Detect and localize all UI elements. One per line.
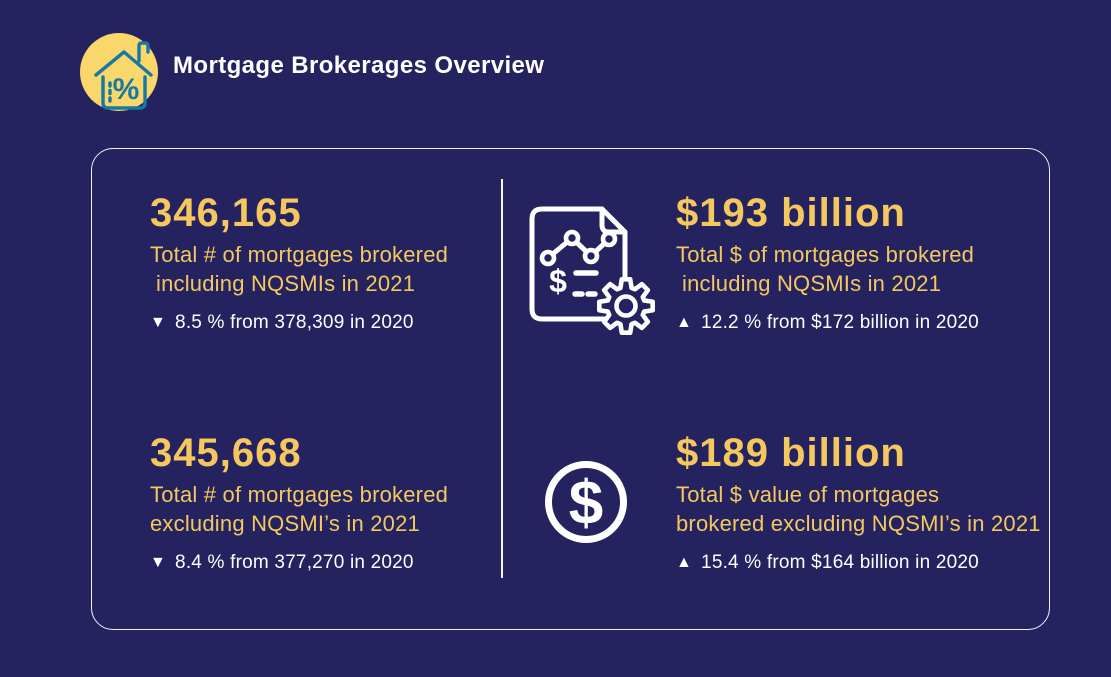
stats-panel: 346,165 Total # of mortgages brokered in… bbox=[91, 148, 1050, 630]
decrease-arrow-icon: ▼ bbox=[150, 314, 167, 331]
decrease-arrow-icon: ▼ bbox=[150, 554, 167, 571]
house-percent-badge: % bbox=[80, 33, 158, 111]
stat-label-line1: Total $ value of mortgages bbox=[676, 482, 940, 507]
stat-change: ▲ 15.4 % from $164 billion in 2020 bbox=[676, 552, 1046, 574]
stat-block-total-count-including: 346,165 Total # of mortgages brokered in… bbox=[150, 191, 510, 334]
stat-block-total-value-excluding: $189 billion Total $ value of mortgages … bbox=[676, 431, 1046, 574]
page-title: Mortgage Brokerages Overview bbox=[173, 52, 545, 79]
stat-label-line2: brokered excluding NQSMI’s in 2021 bbox=[676, 511, 1041, 536]
percent-symbol: % bbox=[113, 73, 140, 106]
document-chart-gear-icon: $ bbox=[527, 203, 659, 344]
house-percent-icon: % bbox=[94, 41, 153, 110]
increase-arrow-icon: ▲ bbox=[676, 314, 693, 331]
stat-label-line2: excluding NQSMI’s in 2021 bbox=[150, 511, 420, 536]
stat-label-line2: including NQSMIs in 2021 bbox=[156, 271, 416, 296]
vertical-divider bbox=[501, 179, 503, 578]
stat-value: 346,165 bbox=[150, 191, 302, 235]
stat-value: $189 billion bbox=[676, 431, 906, 475]
dollar-coin-icon: $ bbox=[542, 458, 630, 551]
stat-change-text: 12.2 % from $172 billion in 2020 bbox=[701, 312, 979, 333]
coin-dollar-symbol: $ bbox=[569, 469, 603, 538]
stat-block-total-count-excluding: 345,668 Total # of mortgages brokered ex… bbox=[150, 431, 510, 574]
stat-change-text: 15.4 % from $164 billion in 2020 bbox=[701, 552, 979, 573]
stat-value: $193 billion bbox=[676, 191, 906, 235]
stat-label-line1: Total # of mortgages brokered bbox=[150, 482, 449, 507]
stat-change: ▼ 8.5 % from 378,309 in 2020 bbox=[150, 312, 510, 334]
stat-label-line1: Total # of mortgages brokered bbox=[150, 242, 449, 267]
gear-icon bbox=[597, 277, 655, 335]
stat-label-line1: Total $ of mortgages brokered bbox=[676, 242, 975, 267]
stat-change: ▼ 8.4 % from 377,270 in 2020 bbox=[150, 552, 510, 574]
stat-change: ▲ 12.2 % from $172 billion in 2020 bbox=[676, 312, 1046, 334]
stat-change-text: 8.5 % from 378,309 in 2020 bbox=[175, 312, 414, 333]
increase-arrow-icon: ▲ bbox=[676, 554, 693, 571]
stat-block-total-dollars-including: $193 billion Total $ of mortgages broker… bbox=[676, 191, 1046, 334]
document-dollar-symbol: $ bbox=[549, 263, 567, 299]
stat-value: 345,668 bbox=[150, 431, 302, 475]
stat-label-line2: including NQSMIs in 2021 bbox=[682, 271, 942, 296]
stat-change-text: 8.4 % from 377,270 in 2020 bbox=[175, 552, 414, 573]
